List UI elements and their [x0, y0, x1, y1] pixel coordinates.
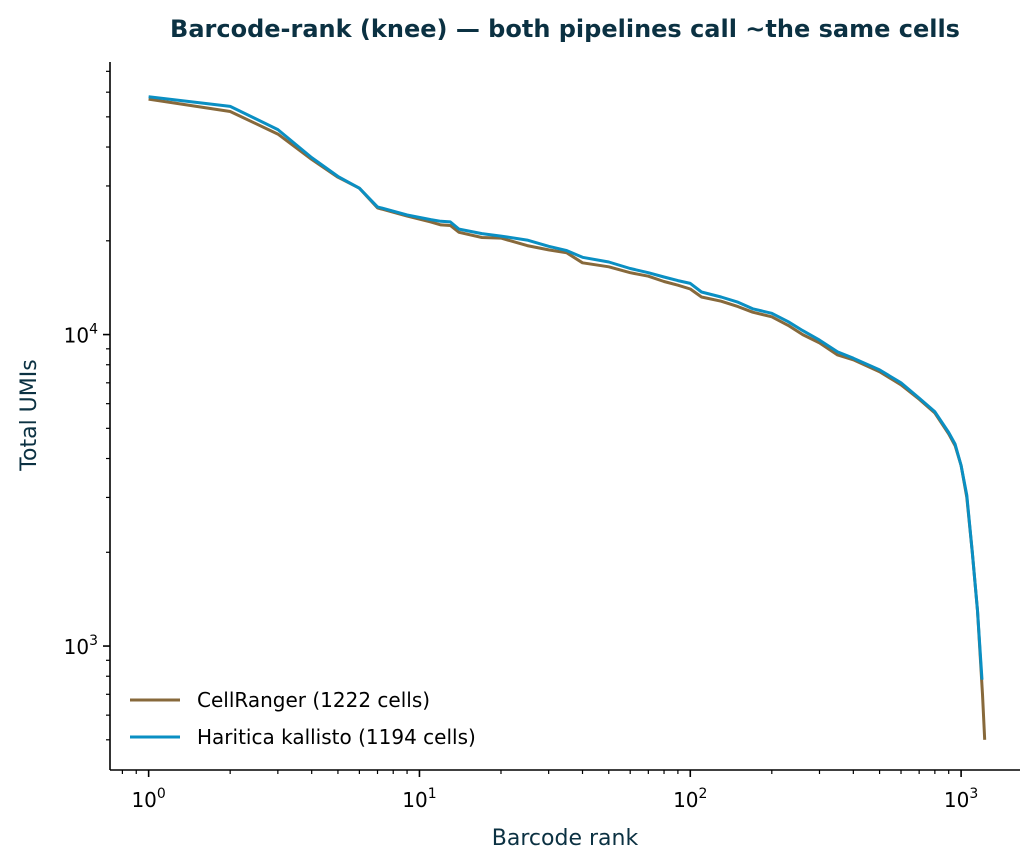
x-tick-label: 100	[131, 786, 165, 812]
x-tick-label: 102	[673, 786, 707, 812]
series-line-1	[148, 97, 987, 740]
x-tick-label: 103	[944, 786, 978, 812]
y-tick-label: 103	[64, 633, 98, 659]
y-tick-label: 104	[64, 322, 98, 348]
legend: CellRanger (1222 cells) Haritica kallisto…	[130, 688, 476, 749]
chart-title: Barcode-rank (knee) — both pipelines cal…	[170, 15, 960, 43]
series-line-2	[148, 95, 984, 680]
axes	[109, 62, 1020, 771]
legend-label-1: CellRanger (1222 cells)	[197, 688, 430, 712]
x-tick-label: 101	[402, 786, 436, 812]
y-axis-label: Total UMIs	[17, 359, 42, 471]
x-axis-label: Barcode rank	[492, 826, 639, 851]
legend-label-2: Haritica kallisto (1194 cells)	[197, 725, 476, 749]
plot-lines	[148, 95, 987, 740]
ticks: 100 101 102 103 103 104	[64, 70, 978, 812]
